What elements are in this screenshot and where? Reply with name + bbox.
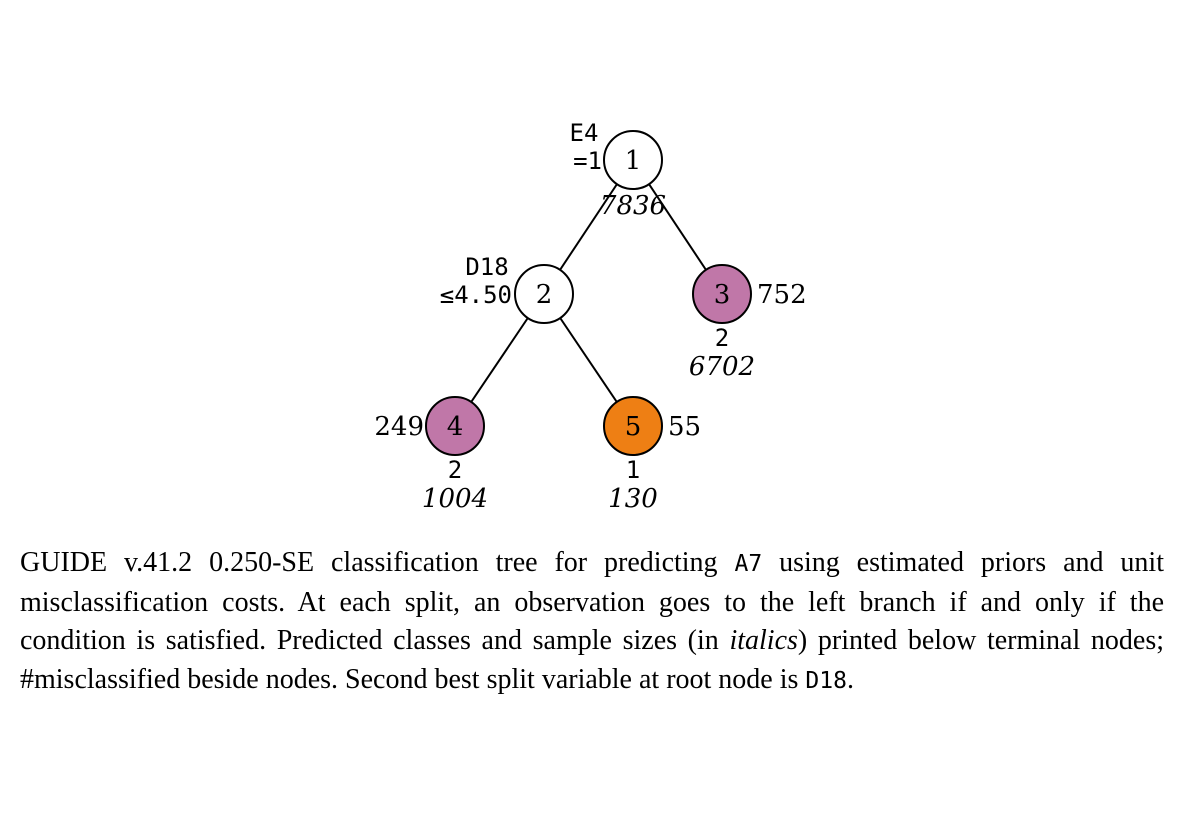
caption-second-variable: D18 xyxy=(805,667,847,694)
node-4-misclassified: 249 xyxy=(374,412,424,442)
node-2-id: 2 xyxy=(536,280,553,310)
node-1-id: 1 xyxy=(625,146,642,176)
caption-text-4: . xyxy=(846,663,854,695)
node-2-circle[interactable] xyxy=(514,264,574,324)
node-3-predicted-class: 2 xyxy=(715,324,729,352)
node-1-split-var: E4 xyxy=(570,119,599,147)
node-5-misclassified: 55 xyxy=(668,412,701,442)
caption-target-variable: A7 xyxy=(734,551,763,577)
node-4-circle[interactable] xyxy=(425,396,485,456)
node-5-predicted-class: 1 xyxy=(626,456,640,484)
node-4-id: 4 xyxy=(447,412,464,442)
node-5-sample-size: 130 xyxy=(608,484,658,514)
node-4-sample-size: 1004 xyxy=(422,484,488,514)
node-5-circle[interactable] xyxy=(603,396,663,456)
tree-diagram: 1 E4 =1 7836 2 D18 ≤4.50 3 752 2 6702 4 … xyxy=(374,119,807,514)
caption-italics-word: italics xyxy=(729,625,798,656)
node-1-circle[interactable] xyxy=(603,130,663,190)
node-4-predicted-class: 2 xyxy=(448,456,462,484)
caption-text-2: using estimated priors and unit misclass… xyxy=(20,547,1164,656)
figure-caption: GUIDE v.41.2 0.250-SE classification tre… xyxy=(20,544,1164,700)
node-2-split-cond: ≤4.50 xyxy=(440,281,512,309)
node-3-id: 3 xyxy=(714,280,731,310)
caption-text-3: ) printed below terminal nodes; #misclas… xyxy=(20,625,1165,695)
node-2-split-var: D18 xyxy=(465,253,508,281)
node-1-split-cond: =1 xyxy=(573,147,602,175)
node-1-sample-size: 7836 xyxy=(600,191,666,221)
node-5-id: 5 xyxy=(625,412,642,442)
node-3-sample-size: 6702 xyxy=(689,352,755,382)
caption-text-1: GUIDE v.41.2 0.250-SE classification tre… xyxy=(20,547,735,578)
node-3-misclassified: 752 xyxy=(757,280,807,310)
node-3-circle[interactable] xyxy=(692,264,752,324)
